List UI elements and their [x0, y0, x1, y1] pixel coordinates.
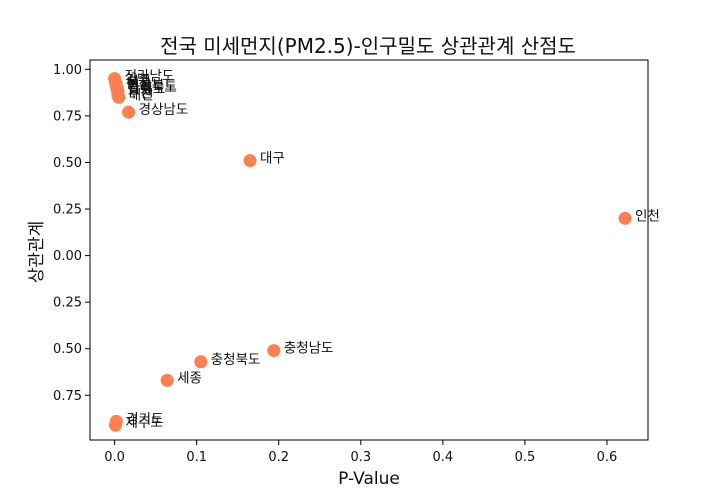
x-tick-label: 0.1	[186, 450, 207, 465]
point-label: 경상남도	[139, 102, 189, 118]
y-tick-label: 0.50	[53, 156, 82, 171]
data-point	[267, 344, 281, 358]
point-label: 대구	[260, 151, 285, 167]
x-tick-label: 0.3	[350, 450, 371, 465]
point-label: 전라남도	[125, 69, 175, 85]
data-point	[160, 373, 174, 387]
x-axis: 0.0 0.1 0.2 0.3 0.4 0.5 0.6	[104, 440, 617, 465]
point-label: 제주도	[125, 415, 162, 431]
point-label: 대전	[129, 87, 154, 103]
chart-title: 전국 미세먼지(PM2.5)-인구밀도 상관관계 산점도	[160, 34, 576, 58]
point-label: 충청북도	[211, 352, 261, 368]
y-tick-label: 0.25	[53, 203, 82, 218]
y-tick-label: 1.00	[53, 63, 82, 78]
y-tick-label: 0.00	[53, 249, 82, 264]
point-label: 광주	[125, 72, 150, 88]
point-label: 세종	[177, 370, 202, 386]
x-axis-label: P-Value	[338, 469, 400, 489]
data-point	[112, 90, 126, 104]
point-label: 인천	[635, 208, 660, 224]
y-tick-label: 0.50	[53, 342, 82, 357]
data-point	[618, 211, 632, 225]
point-label: 서울	[126, 74, 151, 90]
y-axis-label: 상관관계	[27, 221, 47, 284]
x-tick-label: 0.5	[515, 450, 536, 465]
point-label: 부산	[128, 85, 153, 101]
data-points	[108, 72, 632, 432]
y-tick-label: 0.75	[53, 109, 82, 124]
point-labels: 전라남도광주서울울산경상북도전라북도강원도부산대전경상남도대구인천충청남도충청북…	[125, 69, 660, 431]
x-tick-label: 0.2	[268, 450, 289, 465]
y-axis: 1.00 0.75 0.50 0.25 0.00 0.25 0.50 0.75	[53, 63, 90, 404]
plot-frame	[89, 59, 649, 441]
x-tick-label: 0.0	[104, 450, 125, 465]
point-label: 경기도	[126, 411, 163, 427]
point-label: 경상북도	[127, 78, 177, 94]
data-point	[243, 154, 257, 168]
x-tick-label: 0.4	[433, 450, 454, 465]
point-label: 전라북도	[127, 80, 177, 96]
y-tick-label: 0.75	[53, 389, 82, 404]
point-label: 충청남도	[284, 341, 334, 357]
point-label: 강원도	[128, 82, 165, 98]
x-tick-label: 0.6	[597, 450, 618, 465]
data-point	[194, 355, 208, 369]
data-point	[108, 418, 122, 432]
data-point	[122, 105, 136, 119]
y-tick-label: 0.25	[53, 296, 82, 311]
point-label: 울산	[126, 76, 151, 92]
